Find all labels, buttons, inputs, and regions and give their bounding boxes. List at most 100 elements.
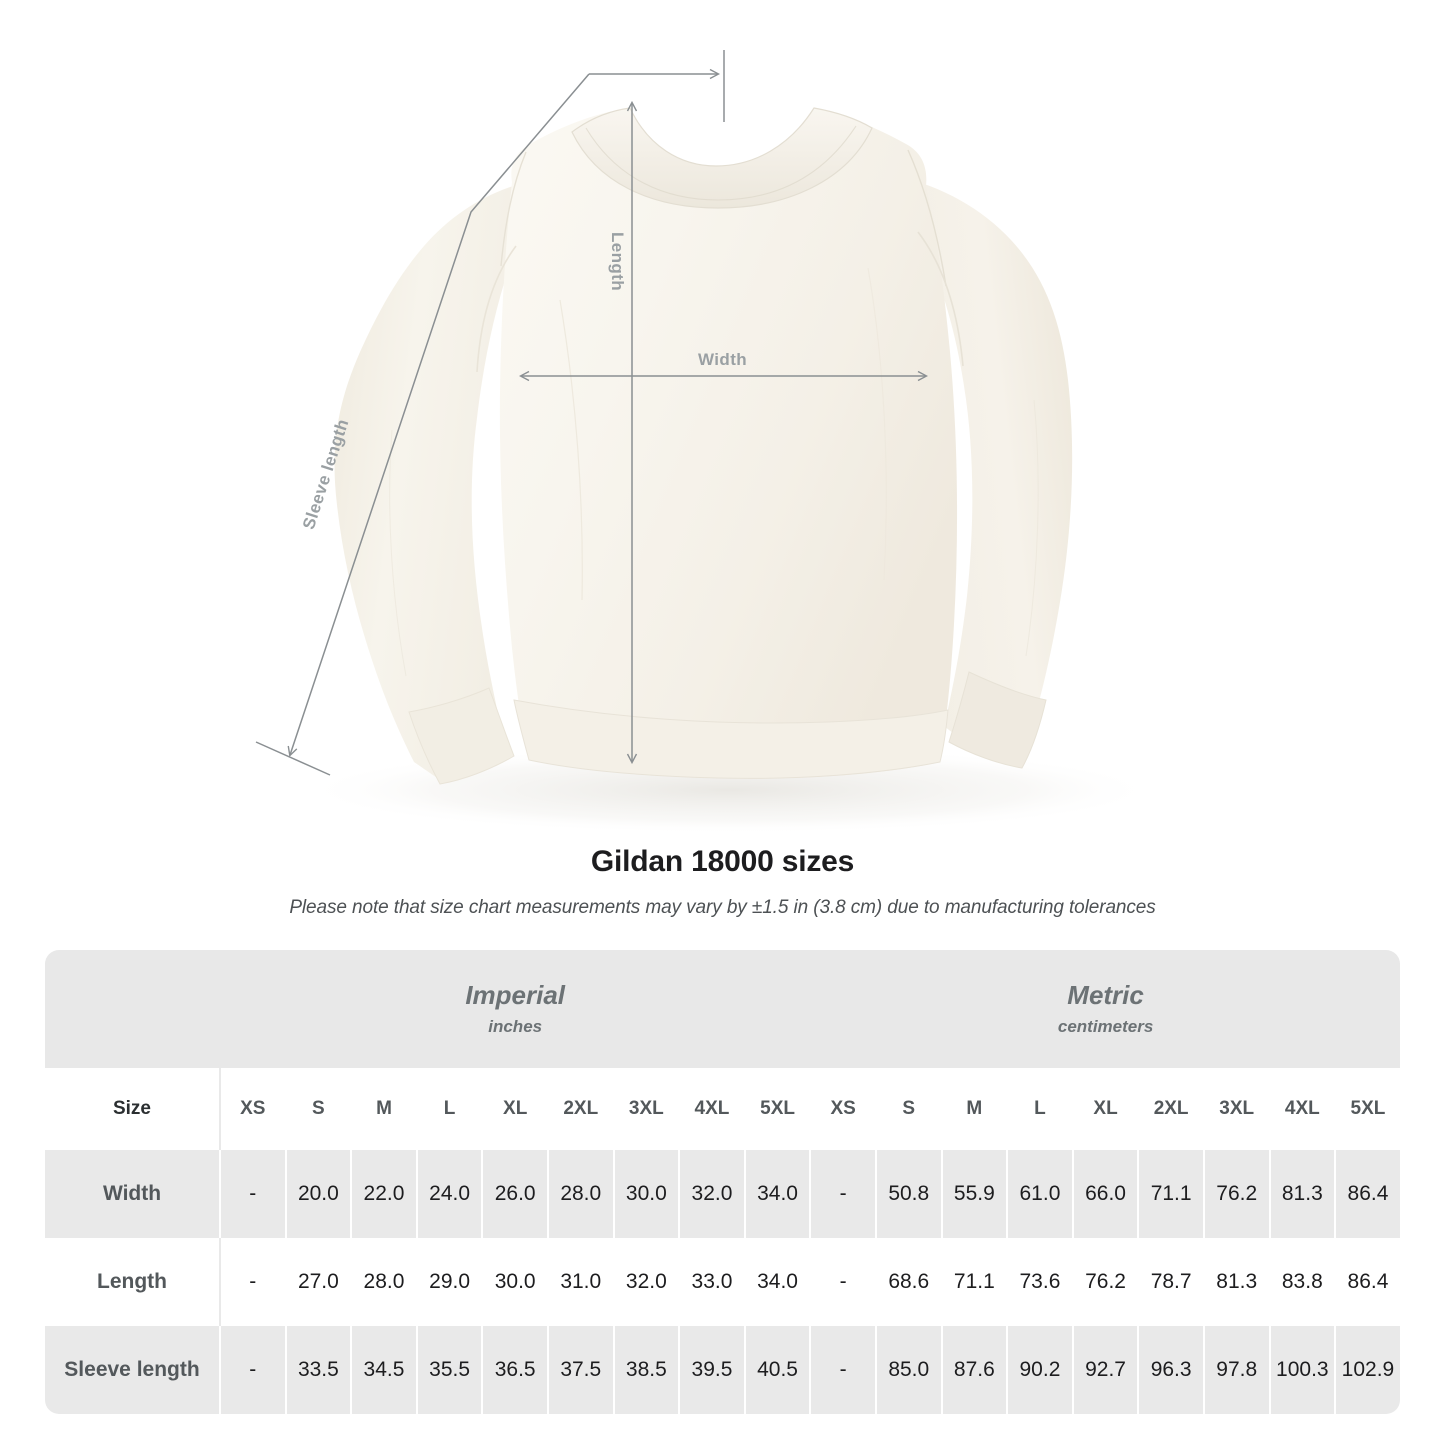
left-cuff — [408, 687, 515, 785]
fabric-fold-1 — [559, 299, 583, 601]
row-label-length: Length — [45, 1238, 221, 1326]
table-head: Imperial inches Metric centimeters Size … — [45, 950, 1400, 1150]
left-sleeve — [334, 182, 527, 782]
right-cuff — [948, 671, 1047, 769]
size-header-metric-xs: XS — [810, 1068, 877, 1150]
right-armhole-seam — [917, 231, 964, 367]
left-shoulder-seam — [500, 151, 527, 267]
cell-length-metric-l: 73.6 — [1007, 1238, 1074, 1326]
garment-illustration: Length Width Sleeve length — [255, 50, 1160, 834]
collar-inner-shadow — [585, 125, 857, 201]
garment-svg — [255, 50, 1160, 834]
cell-length-metric-4xl: 83.8 — [1269, 1238, 1337, 1326]
size-header-metric-l: L — [1007, 1068, 1074, 1150]
fabric-fold-3 — [389, 429, 407, 677]
unit-header-row: Imperial inches Metric centimeters — [45, 950, 1400, 1068]
length-dimension-label: Length — [608, 232, 627, 292]
cell-width-imperial-s: 20.0 — [285, 1150, 353, 1238]
size-header-row: Size XS S M L XL 2XL 3XL 4XL 5XL XS S M … — [45, 1068, 1400, 1150]
cell-sleeve-metric-xs: - — [810, 1326, 877, 1414]
imperial-unit-sub: inches — [488, 1016, 543, 1036]
garment-body — [499, 108, 958, 779]
table-body: Width - 20.0 22.0 24.0 26.0 28.0 30.0 32… — [45, 1150, 1400, 1414]
cell-sleeve-metric-4xl: 100.3 — [1269, 1326, 1337, 1414]
cell-width-imperial-5xl: 34.0 — [744, 1150, 812, 1238]
cell-length-imperial-l: 29.0 — [416, 1238, 484, 1326]
cell-sleeve-imperial-4xl: 39.5 — [679, 1326, 746, 1414]
cell-sleeve-metric-2xl: 96.3 — [1138, 1326, 1205, 1414]
cell-length-metric-5xl: 86.4 — [1335, 1238, 1400, 1326]
cell-sleeve-metric-m: 87.6 — [941, 1326, 1009, 1414]
cell-length-metric-xl: 76.2 — [1072, 1238, 1140, 1326]
sleeve-length-bottom-tick — [255, 741, 331, 776]
size-header-metric-4xl: 4XL — [1269, 1068, 1337, 1150]
cell-width-metric-m: 55.9 — [941, 1150, 1009, 1238]
size-header-imperial-5xl: 5XL — [744, 1068, 812, 1150]
size-header-imperial-s: S — [285, 1068, 353, 1150]
cell-sleeve-metric-xl: 92.7 — [1072, 1326, 1140, 1414]
cell-width-imperial-2xl: 28.0 — [547, 1150, 615, 1238]
size-header-metric-xl: XL — [1072, 1068, 1140, 1150]
table-row: Length - 27.0 28.0 29.0 30.0 31.0 32.0 3… — [45, 1238, 1400, 1326]
fabric-fold-2 — [867, 267, 887, 581]
cell-width-imperial-l: 24.0 — [416, 1150, 484, 1238]
collar-rib — [571, 107, 873, 209]
cell-length-metric-xs: - — [810, 1238, 877, 1326]
cell-width-metric-4xl: 81.3 — [1269, 1150, 1337, 1238]
cell-length-imperial-xl: 30.0 — [482, 1238, 549, 1326]
size-header-imperial-m: M — [351, 1068, 418, 1150]
cell-sleeve-imperial-l: 35.5 — [416, 1326, 484, 1414]
size-header-metric-5xl: 5XL — [1335, 1068, 1400, 1150]
cell-sleeve-imperial-3xl: 38.5 — [613, 1326, 681, 1414]
cell-length-imperial-3xl: 32.0 — [613, 1238, 681, 1326]
unit-row-spacer — [45, 950, 220, 1068]
size-column-header: Size — [45, 1068, 221, 1150]
cell-width-imperial-4xl: 32.0 — [679, 1150, 746, 1238]
cell-width-metric-l: 61.0 — [1007, 1150, 1074, 1238]
cell-sleeve-imperial-m: 34.5 — [351, 1326, 418, 1414]
size-header-metric-2xl: 2XL — [1138, 1068, 1205, 1150]
size-header-imperial-xs: XS — [220, 1068, 287, 1150]
title-block: Gildan 18000 sizes Please note that size… — [0, 845, 1445, 919]
cell-sleeve-imperial-5xl: 40.5 — [744, 1326, 812, 1414]
cell-width-imperial-3xl: 30.0 — [613, 1150, 681, 1238]
size-header-imperial-l: L — [416, 1068, 484, 1150]
row-label-width: Width — [45, 1150, 221, 1238]
right-sleeve — [905, 178, 1073, 756]
metric-unit-name: Metric — [1067, 980, 1144, 1011]
cell-sleeve-imperial-2xl: 37.5 — [547, 1326, 615, 1414]
right-shoulder-seam — [907, 149, 947, 287]
cell-length-imperial-m: 28.0 — [351, 1238, 418, 1326]
size-chart-table-wrapper: Imperial inches Metric centimeters Size … — [45, 950, 1400, 1414]
cell-sleeve-imperial-xl: 36.5 — [482, 1326, 549, 1414]
cell-width-metric-2xl: 71.1 — [1138, 1150, 1205, 1238]
row-label-sleeve-length: Sleeve length — [45, 1326, 221, 1414]
cell-length-imperial-2xl: 31.0 — [547, 1238, 615, 1326]
cell-width-imperial-xl: 26.0 — [482, 1150, 549, 1238]
cell-sleeve-metric-3xl: 97.8 — [1203, 1326, 1271, 1414]
cell-sleeve-metric-l: 90.2 — [1007, 1326, 1074, 1414]
table-row: Sleeve length - 33.5 34.5 35.5 36.5 37.5… — [45, 1326, 1400, 1414]
garment-shadow — [300, 746, 1160, 834]
cell-sleeve-metric-s: 85.0 — [875, 1326, 943, 1414]
cell-length-metric-3xl: 81.3 — [1203, 1238, 1271, 1326]
cell-width-metric-s: 50.8 — [875, 1150, 943, 1238]
metric-unit-header: Metric centimeters — [810, 950, 1400, 1068]
cell-width-metric-5xl: 86.4 — [1335, 1150, 1400, 1238]
size-header-metric-3xl: 3XL — [1203, 1068, 1271, 1150]
size-chart-table: Imperial inches Metric centimeters Size … — [45, 950, 1400, 1414]
left-armhole-seam — [476, 245, 517, 373]
cell-sleeve-imperial-xs: - — [220, 1326, 287, 1414]
cell-length-imperial-xs: - — [220, 1238, 287, 1326]
size-header-imperial-4xl: 4XL — [679, 1068, 746, 1150]
bottom-hem — [513, 699, 949, 779]
cell-width-imperial-xs: - — [220, 1150, 287, 1238]
size-header-imperial-3xl: 3XL — [613, 1068, 681, 1150]
imperial-unit-header: Imperial inches — [220, 950, 811, 1068]
cell-sleeve-imperial-s: 33.5 — [285, 1326, 353, 1414]
size-header-imperial-2xl: 2XL — [547, 1068, 615, 1150]
cell-length-imperial-s: 27.0 — [285, 1238, 353, 1326]
cell-width-metric-xl: 66.0 — [1072, 1150, 1140, 1238]
imperial-unit-name: Imperial — [465, 980, 566, 1011]
